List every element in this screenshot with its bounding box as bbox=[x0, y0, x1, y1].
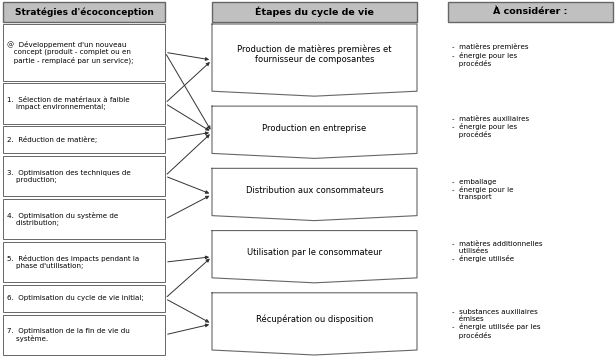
Text: -  matières additionnelles
   utilisées
-  énergie utilisée: - matières additionnelles utilisées - én… bbox=[452, 241, 542, 262]
Text: -  emballage
-  énergie pour le
   transport: - emballage - énergie pour le transport bbox=[452, 179, 514, 200]
Text: Utilisation par le consommateur: Utilisation par le consommateur bbox=[247, 248, 382, 257]
Polygon shape bbox=[212, 293, 417, 355]
Text: Stratégies d'écoconception: Stratégies d'écoconception bbox=[15, 7, 153, 17]
Bar bbox=[3, 156, 165, 196]
Text: -  matières auxiliaires
-  énergie pour les
   procédés: - matières auxiliaires - énergie pour le… bbox=[452, 116, 529, 139]
Polygon shape bbox=[212, 106, 417, 159]
Text: 4.  Optimisation du système de
    distribution;: 4. Optimisation du système de distributi… bbox=[7, 212, 118, 226]
Polygon shape bbox=[212, 24, 417, 96]
Bar bbox=[3, 199, 165, 239]
Bar bbox=[212, 2, 417, 22]
Bar bbox=[3, 242, 165, 282]
Text: -  matières premières
-  énergie pour les
   procédés: - matières premières - énergie pour les … bbox=[452, 44, 528, 67]
Bar bbox=[3, 24, 165, 81]
Bar bbox=[3, 83, 165, 124]
Bar bbox=[448, 2, 613, 22]
Text: À considérer :: À considérer : bbox=[493, 7, 568, 16]
Text: 1.  Sélection de matériaux à faible
    impact environnemental;: 1. Sélection de matériaux à faible impac… bbox=[7, 97, 130, 110]
Polygon shape bbox=[212, 231, 417, 283]
Text: Production de matières premières et
fournisseur de composantes: Production de matières premières et four… bbox=[237, 44, 392, 64]
Text: @  Développement d'un nouveau
   concept (produit - complet ou en
   partie - re: @ Développement d'un nouveau concept (pr… bbox=[7, 41, 133, 64]
Bar bbox=[3, 285, 165, 312]
Text: 5.  Réduction des impacts pendant la
    phase d'utilisation;: 5. Réduction des impacts pendant la phas… bbox=[7, 255, 139, 269]
Bar bbox=[3, 2, 165, 22]
Bar bbox=[3, 315, 165, 355]
Text: 7.  Optimisation de la fin de vie du
    système.: 7. Optimisation de la fin de vie du syst… bbox=[7, 328, 130, 342]
Polygon shape bbox=[212, 169, 417, 221]
Text: -  substances auxiliaires
   émises
-  énergie utilisée par les
   procédés: - substances auxiliaires émises - énergi… bbox=[452, 309, 541, 338]
Text: Récupération ou disposition: Récupération ou disposition bbox=[256, 314, 373, 324]
Text: Étapes du cycle de vie: Étapes du cycle de vie bbox=[255, 7, 374, 17]
Text: Production en entreprise: Production en entreprise bbox=[263, 124, 367, 132]
Bar bbox=[3, 126, 165, 153]
Text: 2.  Réduction de matière;: 2. Réduction de matière; bbox=[7, 136, 97, 143]
Text: 6.  Optimisation du cycle de vie initial;: 6. Optimisation du cycle de vie initial; bbox=[7, 296, 144, 302]
Text: Distribution aux consommateurs: Distribution aux consommateurs bbox=[245, 186, 383, 195]
Text: 3.  Optimisation des techniques de
    production;: 3. Optimisation des techniques de produc… bbox=[7, 170, 131, 182]
